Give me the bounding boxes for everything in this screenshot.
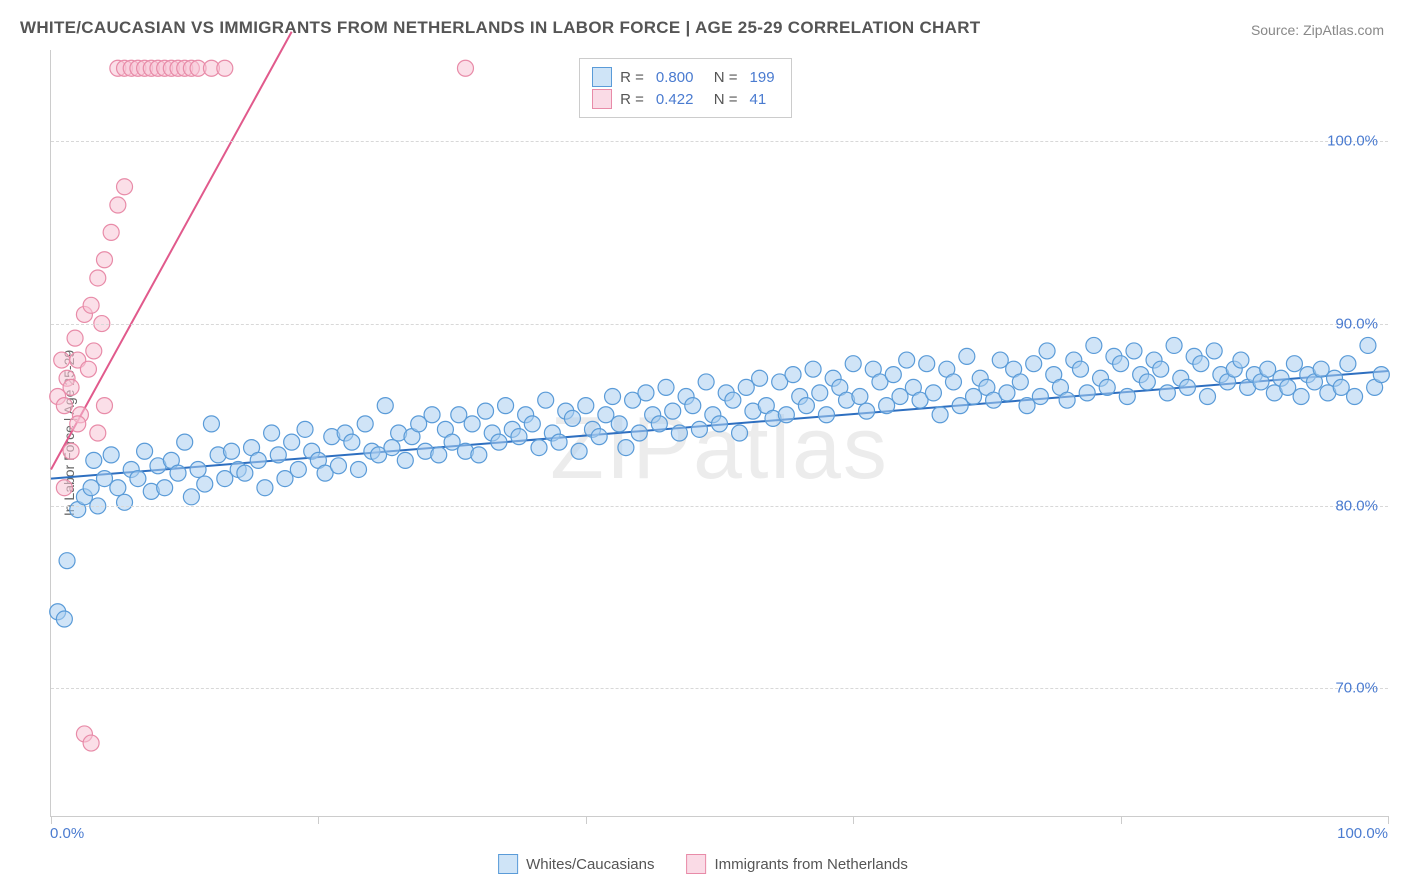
x-tick bbox=[51, 816, 52, 824]
y-tick-label: 80.0% bbox=[1335, 497, 1378, 514]
gridline bbox=[51, 506, 1388, 507]
legend-n-blue: 199 bbox=[750, 69, 775, 86]
legend-swatch-pink bbox=[592, 89, 612, 109]
x-tick bbox=[586, 816, 587, 824]
x-tick bbox=[853, 816, 854, 824]
legend-swatch-blue bbox=[592, 67, 612, 87]
series-legend: Whites/Caucasians Immigrants from Nether… bbox=[498, 854, 908, 874]
legend-item-pink: Immigrants from Netherlands bbox=[686, 854, 907, 874]
gridline bbox=[51, 141, 1388, 142]
legend-label-blue: Whites/Caucasians bbox=[526, 856, 654, 873]
legend-n-label: N = bbox=[705, 69, 737, 86]
legend-row-pink: R = 0.422 N = 41 bbox=[592, 89, 778, 109]
correlation-chart: WHITE/CAUCASIAN VS IMMIGRANTS FROM NETHE… bbox=[0, 0, 1406, 892]
source-attribution: Source: ZipAtlas.com bbox=[1251, 22, 1384, 38]
legend-r-label: R = bbox=[620, 69, 644, 86]
plot-area: In Labor Force | Age 25-29 ZIPatlas R = … bbox=[50, 50, 1388, 817]
legend-row-blue: R = 0.800 N = 199 bbox=[592, 67, 778, 87]
legend-r-blue: 0.800 bbox=[656, 69, 694, 86]
x-tick bbox=[318, 816, 319, 824]
x-tick-0: 0.0% bbox=[50, 825, 84, 842]
x-tick bbox=[1388, 816, 1389, 824]
y-tick-label: 70.0% bbox=[1335, 680, 1378, 697]
y-tick-label: 100.0% bbox=[1327, 133, 1378, 150]
gridline bbox=[51, 324, 1388, 325]
legend-r-pink: 0.422 bbox=[656, 91, 694, 108]
legend-swatch-pink-icon bbox=[686, 854, 706, 874]
legend-n-label: N = bbox=[705, 91, 737, 108]
correlation-legend: R = 0.800 N = 199 R = 0.422 N = 41 bbox=[579, 58, 791, 118]
legend-n-pink: 41 bbox=[750, 91, 767, 108]
legend-label-pink: Immigrants from Netherlands bbox=[714, 856, 907, 873]
legend-swatch-blue-icon bbox=[498, 854, 518, 874]
plot-svg bbox=[51, 50, 1388, 816]
x-tick bbox=[1121, 816, 1122, 824]
y-tick-label: 90.0% bbox=[1335, 315, 1378, 332]
x-tick-100: 100.0% bbox=[1337, 825, 1388, 842]
legend-item-blue: Whites/Caucasians bbox=[498, 854, 654, 874]
chart-title: WHITE/CAUCASIAN VS IMMIGRANTS FROM NETHE… bbox=[20, 18, 980, 38]
gridline bbox=[51, 688, 1388, 689]
legend-r-label: R = bbox=[620, 91, 644, 108]
